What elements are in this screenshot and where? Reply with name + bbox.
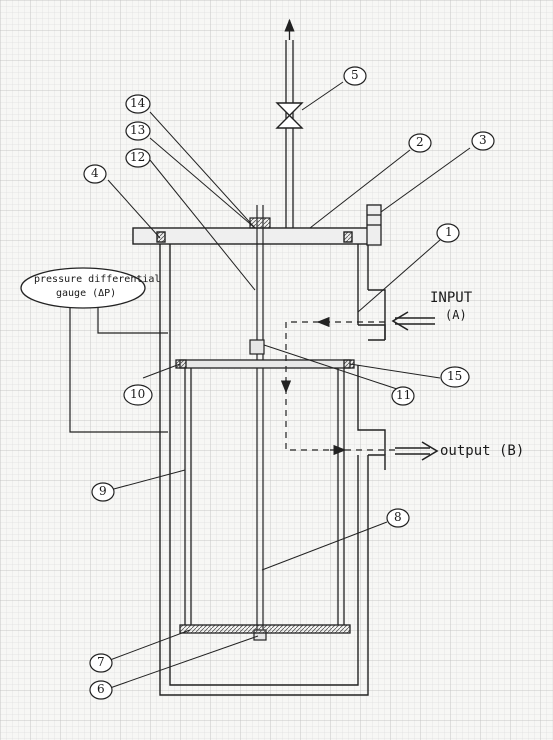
callout-6: 6 (97, 682, 105, 696)
output-arrow (395, 441, 439, 461)
fitting-3 (366, 204, 382, 246)
inner-cartridge (175, 359, 355, 634)
gauge-label-line1: pressure differential (34, 274, 161, 285)
input-sub-label: (A) (445, 308, 467, 322)
callout-11: 11 (396, 388, 412, 402)
callout-10: 10 (130, 387, 146, 401)
input-label: INPUT (430, 290, 473, 306)
callout-15: 15 (447, 369, 463, 383)
callout-circles (83, 66, 495, 700)
callout-7: 7 (97, 655, 105, 669)
callout-13: 13 (130, 123, 146, 137)
valve-5 (275, 102, 304, 129)
callout-4: 4 (91, 166, 99, 180)
input-arrow (391, 311, 435, 331)
callout-9: 9 (99, 484, 107, 498)
top-outlet-pipe (284, 18, 295, 228)
callout-5: 5 (351, 68, 359, 82)
outlet-port (357, 339, 386, 470)
gauge-connection-lines (69, 300, 168, 433)
output-label: output (B) (440, 443, 525, 459)
callout-8: 8 (394, 510, 402, 524)
central-rod (249, 205, 271, 641)
callout-2: 2 (416, 135, 424, 149)
callout-1: 1 (445, 225, 453, 239)
gauge-label-bubble (20, 267, 146, 309)
callout-14: 14 (130, 96, 146, 110)
callout-leaders (107, 81, 471, 689)
flow-path (285, 321, 400, 451)
vessel-outer-wall (159, 244, 369, 696)
callout-12: 12 (130, 150, 146, 164)
gauge-label-line2: gauge (ΔP) (56, 288, 117, 299)
callout-3: 3 (479, 133, 487, 147)
top-flange (132, 227, 374, 245)
